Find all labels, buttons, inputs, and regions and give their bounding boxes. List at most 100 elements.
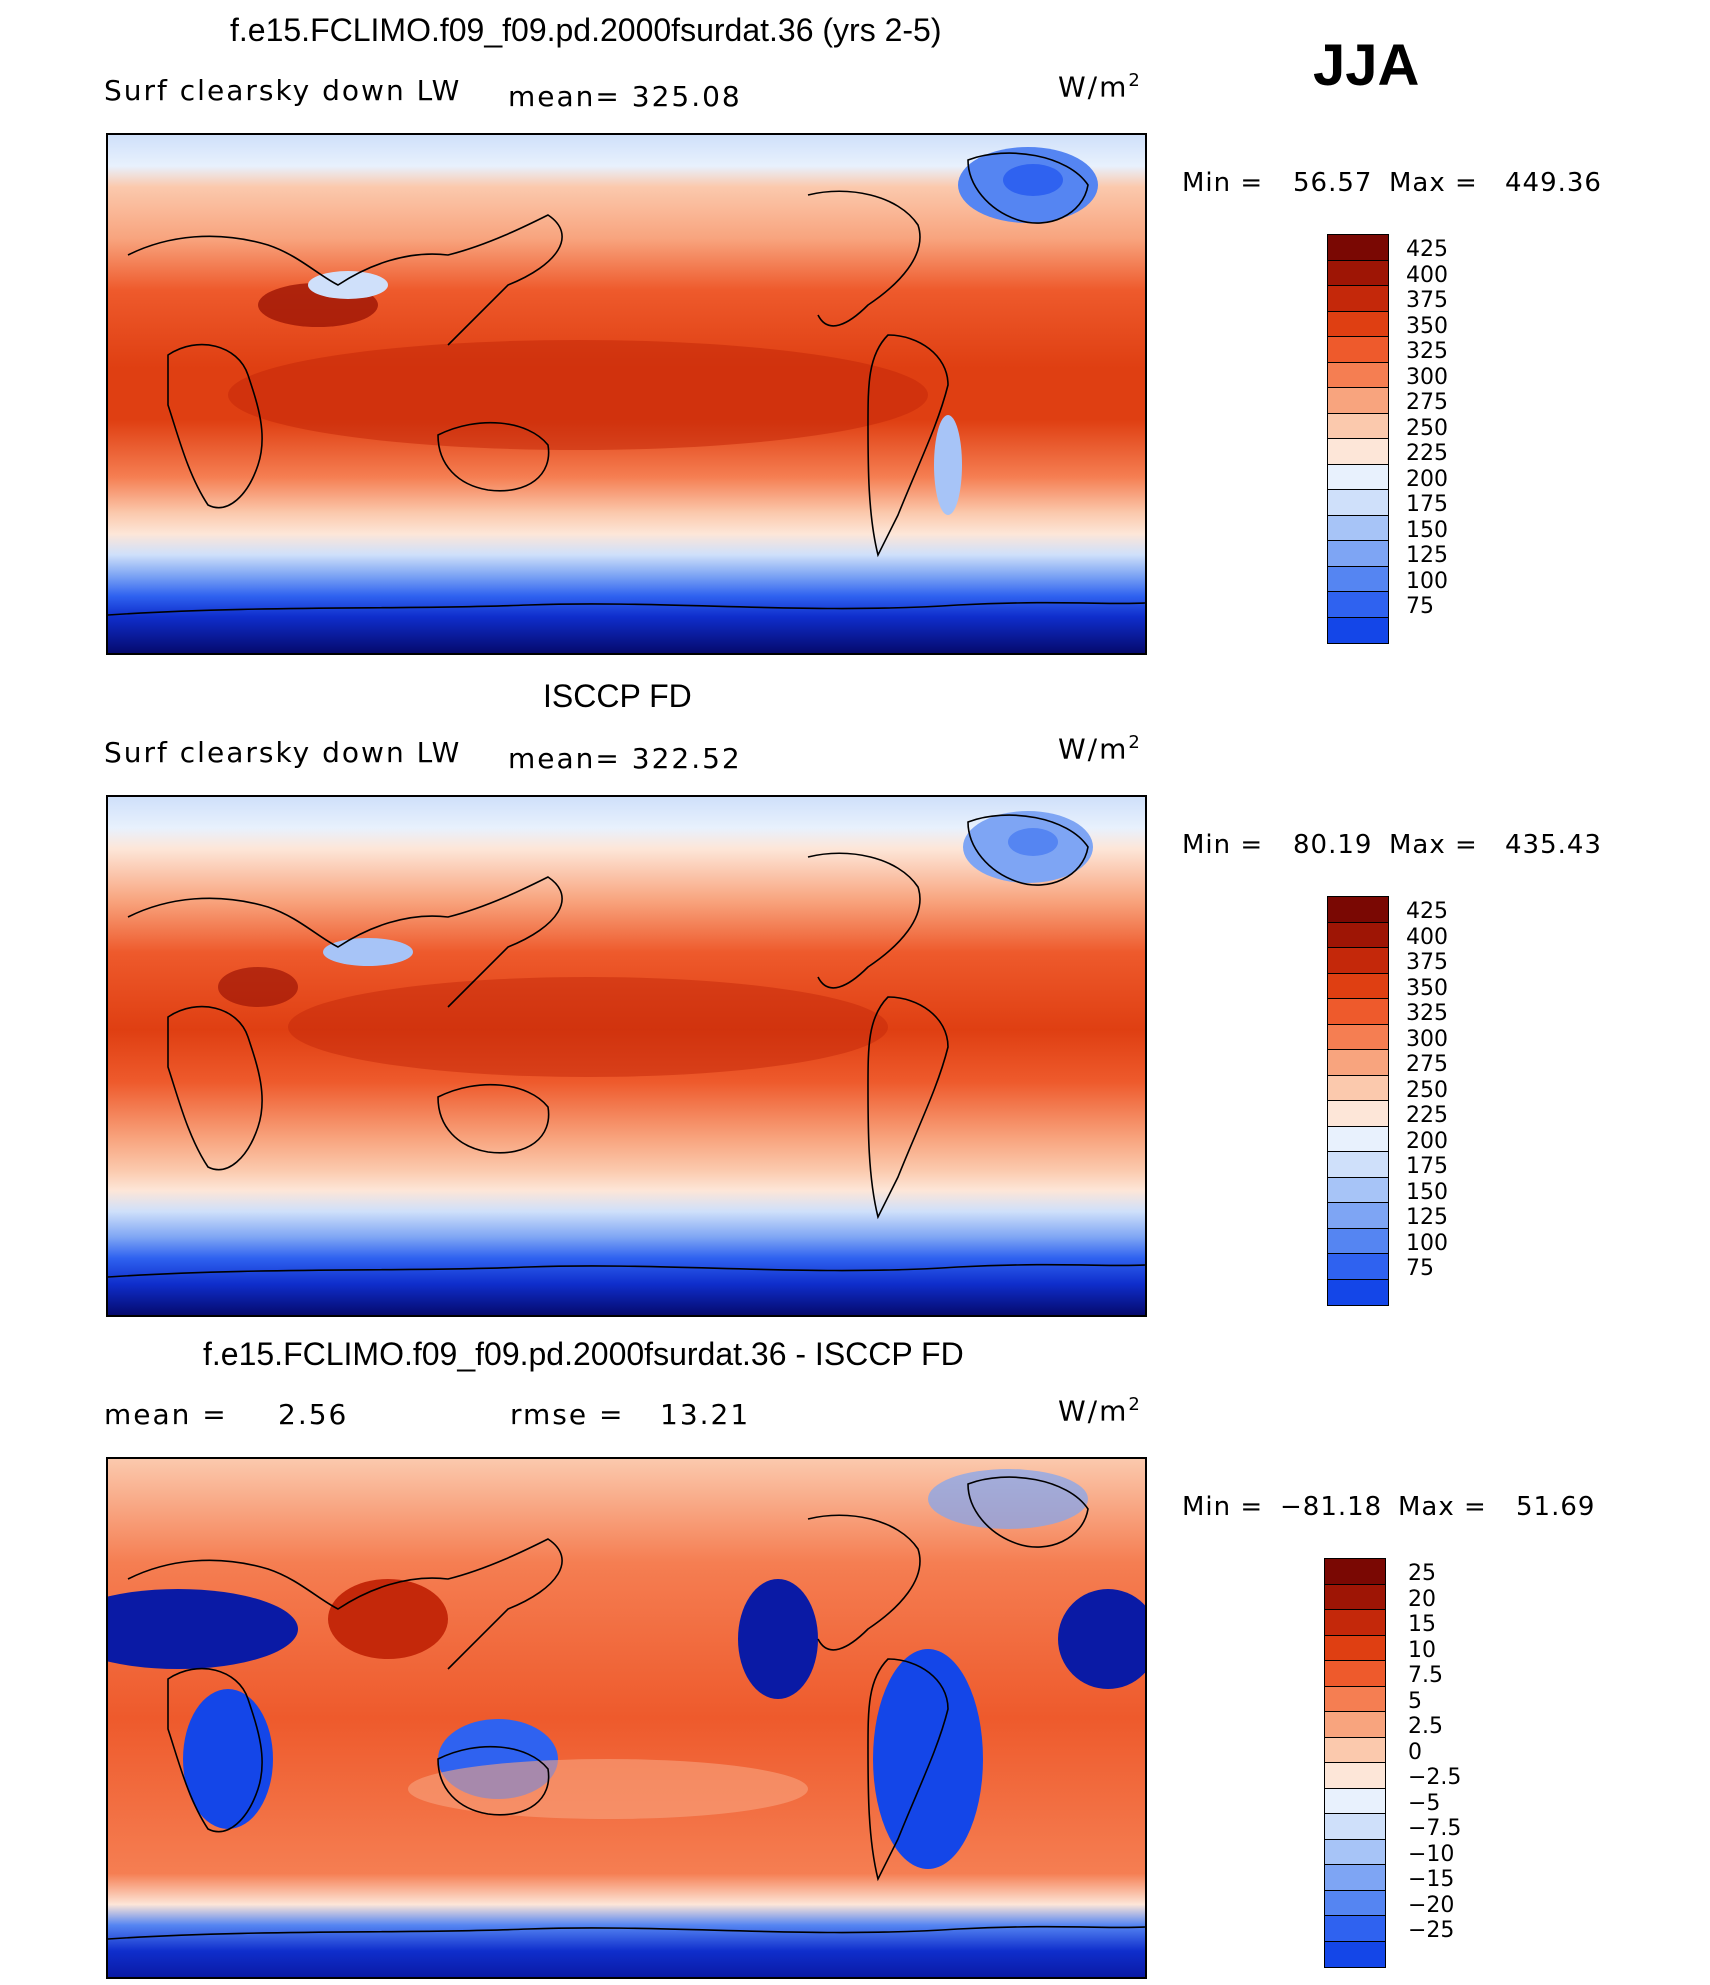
colorbar-swatch (1328, 413, 1388, 439)
colorbar-swatch (1325, 1559, 1385, 1585)
colorbar-swatch (1328, 948, 1388, 974)
colorbar-swatch (1328, 464, 1388, 490)
colorbar-swatch (1328, 235, 1388, 261)
colorbar-swatch (1328, 1050, 1388, 1076)
panel1-units: W/m2 (1058, 70, 1142, 104)
colorbar-tick-label: 0 (1408, 1739, 1422, 1765)
colorbar-swatch (1325, 1788, 1385, 1814)
colorbar-tick-label: −2.5 (1408, 1765, 1462, 1790)
panel2-max-text: Max = (1389, 830, 1478, 860)
colorbar-swatch (1325, 1737, 1385, 1763)
panel1-min-value: 56.57 (1293, 168, 1373, 198)
colorbar-tick-label: 125 (1406, 543, 1448, 568)
colorbar-swatch (1328, 592, 1388, 618)
panel2-colorbar (1327, 896, 1389, 1306)
colorbar-tick-label: 10 (1408, 1637, 1436, 1663)
colorbar-swatch (1328, 362, 1388, 388)
panel3-rmse-label: rmse = (510, 1398, 625, 1431)
colorbar-swatch (1328, 515, 1388, 541)
panel3-map-graphic (108, 1459, 1145, 1977)
colorbar-tick-label: 425 (1406, 899, 1448, 924)
panel3-map (106, 1457, 1147, 1979)
colorbar-tick-label: 325 (1406, 1001, 1448, 1026)
colorbar-tick-label: 225 (1406, 1103, 1448, 1128)
panel1-title: f.e15.FCLIMO.f09_f09.pd.2000fsurdat.36 (… (230, 12, 942, 48)
colorbar-tick-label: 325 (1406, 339, 1448, 364)
colorbar-swatch (1328, 388, 1388, 414)
colorbar-tick-label: 100 (1406, 1230, 1448, 1256)
panel1-variable-label: Surf clearsky down LW (104, 74, 462, 107)
colorbar-swatch (1328, 1024, 1388, 1050)
colorbar-swatch (1328, 922, 1388, 948)
colorbar-swatch (1328, 260, 1388, 286)
colorbar-swatch (1328, 490, 1388, 516)
colorbar-swatch (1328, 897, 1388, 923)
colorbar-swatch (1328, 1152, 1388, 1178)
colorbar-tick-label: 400 (1406, 262, 1448, 288)
panel1-max-value: 449.36 (1505, 168, 1602, 198)
panel2-min-text: Min = (1182, 830, 1264, 860)
colorbar-tick-label: 75 (1406, 594, 1434, 619)
colorbar-tick-label: −15 (1408, 1867, 1455, 1892)
panel3-rmse-value: 13.21 (660, 1398, 751, 1431)
colorbar-swatch (1325, 1763, 1385, 1789)
colorbar-tick-label: 7.5 (1408, 1663, 1443, 1688)
panel2-map (106, 795, 1147, 1317)
colorbar-swatch (1328, 1075, 1388, 1101)
panel3-min-text: Min = (1182, 1492, 1264, 1522)
colorbar-tick-label: −20 (1408, 1892, 1455, 1918)
colorbar-swatch (1325, 1686, 1385, 1712)
colorbar-tick-label: 175 (1406, 1154, 1448, 1179)
colorbar-tick-label: 5 (1408, 1688, 1422, 1714)
panel2-mean-label: mean= 322.52 (508, 742, 742, 775)
colorbar-tick-label: 175 (1406, 492, 1448, 517)
colorbar-swatch (1325, 1635, 1385, 1661)
colorbar-tick-label: 225 (1406, 441, 1448, 466)
colorbar-swatch (1328, 1177, 1388, 1203)
panel1-colorbar (1327, 234, 1389, 644)
colorbar-tick-label: 275 (1406, 390, 1448, 415)
colorbar-tick-label: 250 (1406, 415, 1448, 441)
colorbar-swatch (1328, 337, 1388, 363)
panel1-max-text: Max = (1389, 168, 1478, 198)
panel2-max-value: 435.43 (1505, 830, 1602, 860)
panel1-min-text: Min = (1182, 168, 1264, 198)
colorbar-tick-label: 425 (1406, 237, 1448, 262)
colorbar-swatch (1328, 1279, 1388, 1305)
colorbar-swatch (1328, 311, 1388, 337)
colorbar-tick-label: 15 (1408, 1612, 1436, 1637)
colorbar-tick-label: 300 (1406, 364, 1448, 390)
colorbar-swatch (1325, 1865, 1385, 1891)
colorbar-tick-label: 375 (1406, 950, 1448, 975)
colorbar-tick-label: 100 (1406, 568, 1448, 594)
panel3-mean-label: mean = (104, 1398, 228, 1431)
colorbar-tick-label: 275 (1406, 1052, 1448, 1077)
panel1-map-graphic (108, 135, 1145, 653)
colorbar-swatch (1328, 286, 1388, 312)
colorbar-tick-label: 400 (1406, 924, 1448, 950)
panel2-units: W/m2 (1058, 732, 1142, 766)
colorbar-swatch (1328, 617, 1388, 643)
colorbar-swatch (1328, 1203, 1388, 1229)
colorbar-tick-label: 375 (1406, 288, 1448, 313)
colorbar-tick-label: 20 (1408, 1586, 1436, 1612)
colorbar-swatch (1328, 973, 1388, 999)
colorbar-tick-label: 350 (1406, 975, 1448, 1001)
panel2-min-value: 80.19 (1293, 830, 1373, 860)
colorbar-tick-label: 200 (1406, 1128, 1448, 1154)
panel3-title: f.e15.FCLIMO.f09_f09.pd.2000fsurdat.36 -… (203, 1336, 964, 1372)
colorbar-swatch (1325, 1610, 1385, 1636)
colorbar-tick-label: 300 (1406, 1026, 1448, 1052)
panel2-map-graphic (108, 797, 1145, 1315)
colorbar-tick-label: −7.5 (1408, 1816, 1462, 1841)
panel2-variable-label: Surf clearsky down LW (104, 736, 462, 769)
panel3-colorbar (1324, 1558, 1386, 1968)
colorbar-swatch (1325, 1814, 1385, 1840)
colorbar-swatch (1325, 1661, 1385, 1687)
colorbar-tick-label: 75 (1406, 1256, 1434, 1281)
colorbar-tick-label: 250 (1406, 1077, 1448, 1103)
colorbar-swatch (1328, 1228, 1388, 1254)
colorbar-swatch (1328, 566, 1388, 592)
colorbar-tick-label: 350 (1406, 313, 1448, 339)
colorbar-tick-label: −25 (1408, 1918, 1455, 1943)
